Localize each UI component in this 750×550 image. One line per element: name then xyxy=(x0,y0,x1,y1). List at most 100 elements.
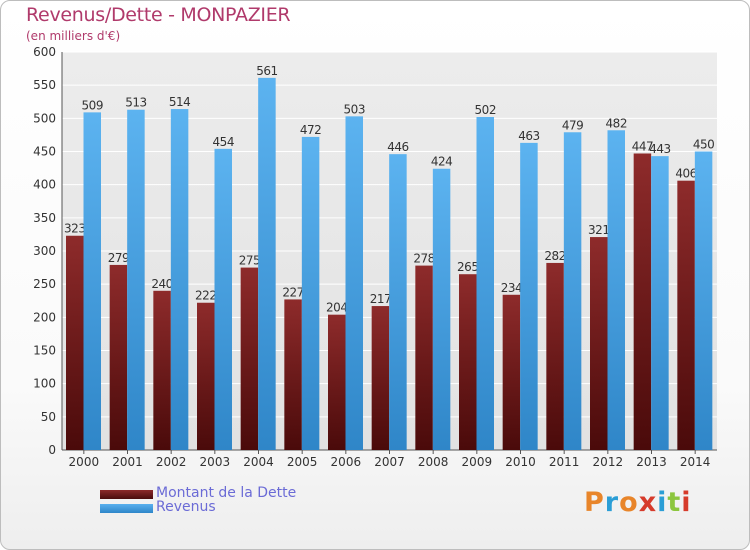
logo-letter: i xyxy=(681,487,692,518)
x-tick-label: 2006 xyxy=(331,455,362,469)
y-tick-label: 250 xyxy=(33,277,56,291)
chart-title: Revenus/Dette - MONPAZIER xyxy=(26,4,291,26)
bar-revenus xyxy=(476,117,494,451)
data-label: 323 xyxy=(64,222,85,236)
logo-letter: o xyxy=(619,487,639,518)
legend-swatch-dette xyxy=(100,490,153,499)
bar-revenus xyxy=(83,112,101,450)
logo-letter: t xyxy=(667,487,682,518)
data-label: 513 xyxy=(125,96,146,110)
data-label: 514 xyxy=(169,95,190,109)
y-tick-label: 500 xyxy=(33,111,56,125)
y-tick-label: 300 xyxy=(33,244,56,258)
bar-dette xyxy=(502,294,521,450)
data-label: 217 xyxy=(370,292,391,306)
bar-revenus xyxy=(127,109,145,451)
bar-revenus xyxy=(520,142,538,451)
data-label: 424 xyxy=(431,155,452,169)
data-label: 447 xyxy=(632,139,653,153)
bar-dette xyxy=(197,302,215,450)
y-tick-label: 150 xyxy=(33,344,56,358)
data-label: 446 xyxy=(387,140,408,154)
y-tick-label: 50 xyxy=(41,410,56,424)
bar-dette xyxy=(153,290,171,450)
x-tick-label: 2011 xyxy=(549,455,580,469)
data-label: 321 xyxy=(588,223,609,237)
data-label: 275 xyxy=(239,254,260,268)
x-tick-label: 2007 xyxy=(374,455,405,469)
data-label: 278 xyxy=(413,252,434,266)
data-label: 463 xyxy=(518,129,539,143)
bar-revenus xyxy=(345,116,363,451)
bar-dette xyxy=(546,262,564,450)
y-tick-label: 400 xyxy=(33,178,56,192)
y-tick-label: 350 xyxy=(33,211,56,225)
bar-revenus xyxy=(432,168,451,450)
data-label: 454 xyxy=(213,135,234,149)
data-label: 204 xyxy=(326,301,347,315)
x-tick-label: 2008 xyxy=(418,455,449,469)
x-tick-label: 2005 xyxy=(287,455,318,469)
data-label: 503 xyxy=(344,102,365,116)
bar-dette xyxy=(240,267,259,450)
data-label: 561 xyxy=(256,64,277,78)
data-label: 234 xyxy=(501,281,522,295)
y-tick-label: 600 xyxy=(33,45,56,59)
bar-dette xyxy=(415,265,433,450)
logo-letter: x xyxy=(638,487,658,518)
data-label: 222 xyxy=(195,289,216,303)
data-label: 502 xyxy=(475,103,496,117)
bar-dette xyxy=(109,264,128,450)
bar-dette xyxy=(284,299,302,450)
data-label: 265 xyxy=(457,260,478,274)
y-tick-label: 450 xyxy=(33,145,56,159)
legend-label-revenus: Revenus xyxy=(156,499,216,515)
x-tick-label: 2014 xyxy=(680,455,711,469)
bar-revenus xyxy=(301,136,320,450)
logo-letter: i xyxy=(657,487,668,518)
data-label: 509 xyxy=(82,98,103,112)
x-tick-label: 2010 xyxy=(505,455,536,469)
bar-revenus xyxy=(563,132,582,450)
x-tick-label: 2013 xyxy=(636,455,667,469)
bar-dette xyxy=(590,237,608,450)
proxiti-logo[interactable]: Proxiti xyxy=(584,487,692,518)
bar-dette xyxy=(633,153,652,451)
bar-revenus xyxy=(170,109,189,451)
y-tick-label: 100 xyxy=(33,377,56,391)
bar-revenus xyxy=(214,148,232,450)
bar-dette xyxy=(328,314,346,450)
chart-subtitle: (en milliers d'€) xyxy=(26,29,121,43)
bar-dette xyxy=(677,180,695,451)
data-label: 279 xyxy=(108,251,129,265)
data-label: 240 xyxy=(151,277,172,291)
x-tick-label: 2000 xyxy=(69,455,100,469)
y-tick-label: 550 xyxy=(33,78,56,92)
legend-swatch-revenus xyxy=(100,504,153,513)
y-tick-label: 0 xyxy=(48,443,56,457)
data-label: 406 xyxy=(675,167,696,181)
bar-dette xyxy=(459,274,477,450)
bar-revenus xyxy=(694,151,713,450)
data-label: 443 xyxy=(649,142,670,156)
x-tick-label: 2002 xyxy=(156,455,187,469)
bar-revenus xyxy=(389,154,407,451)
x-tick-label: 2009 xyxy=(462,455,493,469)
x-tick-label: 2012 xyxy=(593,455,624,469)
x-tick-label: 2001 xyxy=(112,455,143,469)
bar-dette xyxy=(371,306,390,450)
bar-revenus xyxy=(651,156,669,451)
logo-letter: r xyxy=(604,487,620,518)
bar-revenus xyxy=(258,77,276,451)
data-label: 482 xyxy=(606,116,627,130)
bar-revenus xyxy=(607,130,625,451)
y-tick-label: 200 xyxy=(33,310,56,324)
x-tick-label: 2003 xyxy=(200,455,231,469)
data-label: 479 xyxy=(562,118,583,132)
bar-dette xyxy=(66,235,84,450)
logo-letter: P xyxy=(584,487,605,518)
x-tick-label: 2004 xyxy=(243,455,274,469)
data-label: 472 xyxy=(300,123,321,137)
data-label: 227 xyxy=(282,285,303,299)
